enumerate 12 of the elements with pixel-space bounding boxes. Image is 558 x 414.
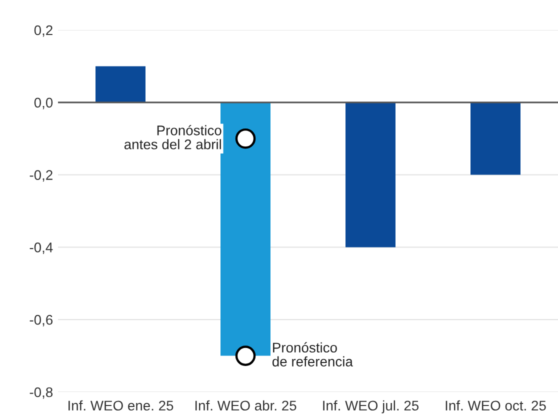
y-tick-label: 0,2 xyxy=(34,25,52,37)
y-tick-label: -0,6 xyxy=(30,314,53,326)
y-tick-label: -0,2 xyxy=(30,170,52,182)
y-tick-label: 0,0 xyxy=(34,98,53,110)
annotation: Pronóstico antes del 2 abril xyxy=(124,124,222,150)
x-tick-label: Inf. WEO jul. 25 xyxy=(323,400,419,414)
x-tick-label: Inf. WEO abr. 25 xyxy=(195,400,296,411)
y-tick-label: -0,8 xyxy=(30,387,53,399)
x-tick-label: Inf. WEO ene. 25 xyxy=(68,400,174,411)
x-tick-label: Inf. WEO oct. 25 xyxy=(446,400,546,411)
y-tick-label: -0,4 xyxy=(30,242,53,254)
annotation: Pronóstico de referencia xyxy=(272,342,353,367)
